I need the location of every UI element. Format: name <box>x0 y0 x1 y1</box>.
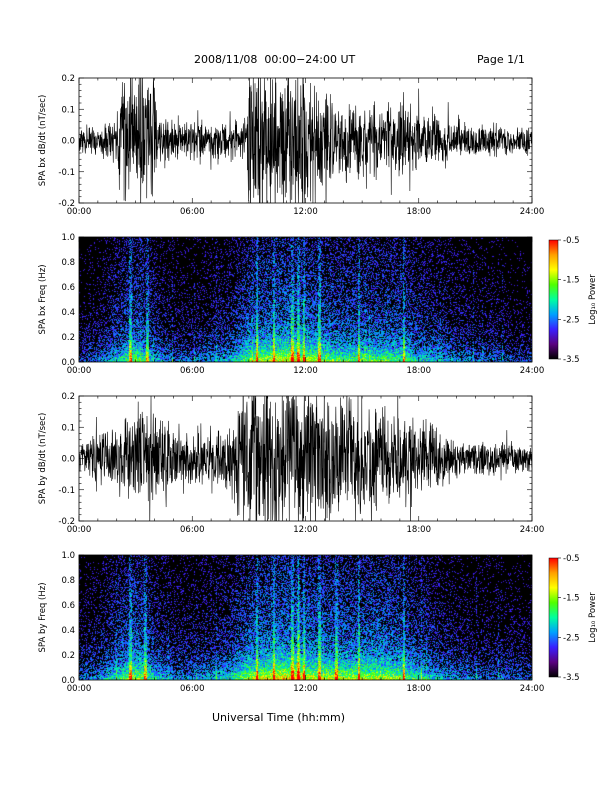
y-tick-label: 0.6 <box>61 601 75 611</box>
panel-2 <box>78 236 561 363</box>
y-axis-label: SPA bx Freq (Hz) <box>38 264 48 334</box>
y-tick-label: 0.8 <box>61 258 75 268</box>
y-tick-label: 0.0 <box>61 137 75 147</box>
x-tick-label: 18:00 <box>407 525 432 535</box>
colorbar-label: Log₁₀ Power <box>588 274 598 325</box>
x-tick-label: 24:00 <box>520 525 545 535</box>
x-tick-label: 18:00 <box>407 207 432 217</box>
y-tick-label: 0.2 <box>61 333 75 343</box>
x-tick-label: 12:00 <box>293 366 318 376</box>
x-tick-label: 00:00 <box>67 366 92 376</box>
x-tick-label: 18:00 <box>407 366 432 376</box>
y-tick-label: 0.6 <box>61 283 75 293</box>
y-tick-label: 1.0 <box>61 551 75 561</box>
x-tick-label: 12:00 <box>293 207 318 217</box>
figure-title: 2008/11/08 00:00−24:00 UT <box>194 53 356 66</box>
x-tick-label: 12:00 <box>293 525 318 535</box>
x-tick-label: 18:00 <box>407 684 432 694</box>
panel-3 <box>78 395 533 522</box>
y-tick-label: 0.1 <box>61 105 75 115</box>
x-tick-label: 00:00 <box>67 207 92 217</box>
colorbar-tick-label: -2.5 <box>563 633 580 643</box>
y-tick-label: 0.4 <box>61 308 75 318</box>
heatmap-image-4 <box>79 555 532 680</box>
x-tick-label: 00:00 <box>67 684 92 694</box>
y-tick-label: 0.0 <box>61 358 75 368</box>
y-tick-label: 1.0 <box>61 233 75 243</box>
y-tick-label: 0.2 <box>61 651 75 661</box>
x-tick-label: 06:00 <box>180 525 205 535</box>
y-tick-label: 0.8 <box>61 576 75 586</box>
panel-4 <box>78 554 561 681</box>
x-axis-title: Universal Time (hh:mm) <box>212 711 345 724</box>
x-tick-label: 06:00 <box>180 684 205 694</box>
y-tick-label: -0.2 <box>58 517 75 527</box>
y-tick-label: 0.1 <box>61 423 75 433</box>
y-tick-label: -0.1 <box>58 486 75 496</box>
y-tick-label: -0.2 <box>58 199 75 209</box>
panel-1 <box>78 77 533 204</box>
y-axis-label: SPA bx dB/dt (nT/sec) <box>38 95 48 187</box>
y-tick-label: 0.0 <box>61 455 75 465</box>
y-tick-label: 0.4 <box>61 626 75 636</box>
colorbar-tick-label: -0.5 <box>563 554 580 564</box>
colorbar-tick-label: -1.5 <box>563 276 580 286</box>
colorbar-label: Log₁₀ Power <box>588 592 598 643</box>
colorbar-tick-label: -0.5 <box>563 236 580 246</box>
x-tick-label: 00:00 <box>67 525 92 535</box>
y-tick-label: 0.0 <box>61 676 75 686</box>
colorbar-4 <box>548 557 559 678</box>
colorbar-tick-label: -3.5 <box>563 355 580 365</box>
y-tick-label: 0.2 <box>61 74 75 84</box>
colorbar-tick-label: -1.5 <box>563 594 580 604</box>
colorbar-tick-label: -2.5 <box>563 315 580 325</box>
y-axis-label: SPA by dB/dt (nT/sec) <box>38 413 48 505</box>
x-tick-label: 12:00 <box>293 684 318 694</box>
y-axis-label: SPA by Freq (Hz) <box>38 582 48 652</box>
x-tick-label: 24:00 <box>520 366 545 376</box>
series-line-1 <box>79 78 532 203</box>
y-tick-label: 0.2 <box>61 392 75 402</box>
colorbar-2 <box>548 239 559 360</box>
page-number: Page 1/1 <box>477 53 525 66</box>
y-tick-label: -0.1 <box>58 168 75 178</box>
x-tick-label: 24:00 <box>520 207 545 217</box>
heatmap-image-2 <box>79 237 532 362</box>
colorbar-tick-label: -3.5 <box>563 673 580 683</box>
x-tick-label: 06:00 <box>180 366 205 376</box>
series-line-3 <box>79 396 532 521</box>
x-tick-label: 24:00 <box>520 684 545 694</box>
x-tick-label: 06:00 <box>180 207 205 217</box>
